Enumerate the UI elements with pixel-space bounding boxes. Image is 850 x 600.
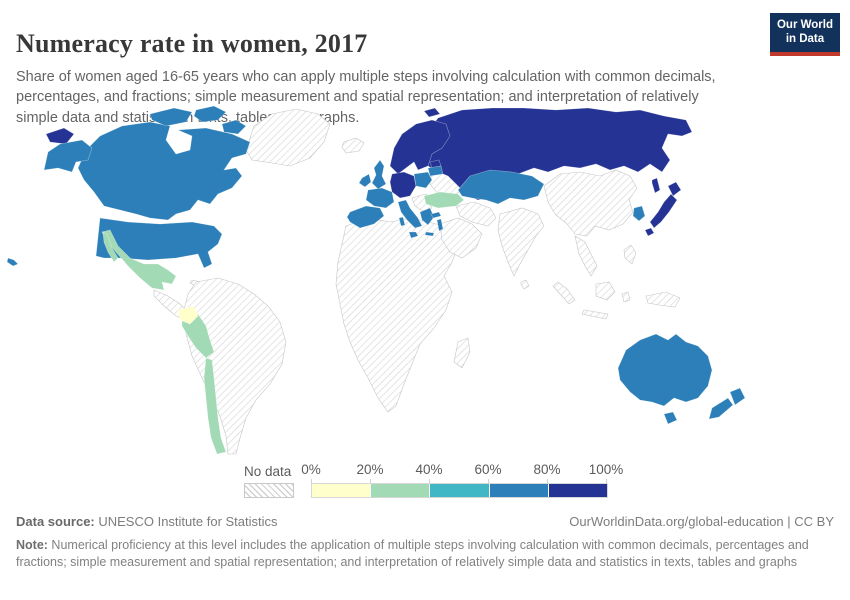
country-mexico[interactable]: [101, 229, 177, 291]
legend-no-data-swatch[interactable]: [244, 483, 294, 498]
country-italy-sardinia[interactable]: [398, 216, 406, 227]
country-norway-svalbard[interactable]: [423, 107, 441, 118]
country-south-korea[interactable]: [632, 205, 646, 222]
data-source-value: UNESCO Institute for Statistics: [94, 514, 278, 529]
legend-bin-0-20[interactable]: [312, 484, 372, 497]
country-usa-alaska[interactable]: [43, 139, 93, 173]
region-philippines[interactable]: [623, 244, 637, 265]
region-iceland[interactable]: [341, 137, 365, 154]
world-choropleth-map: [6, 106, 746, 455]
legend-tick-label-80: 80%: [533, 462, 561, 477]
legend-bin-60-80[interactable]: [489, 484, 549, 497]
country-ireland[interactable]: [358, 173, 372, 188]
country-japan-honshu[interactable]: [649, 193, 678, 229]
region-sumatra[interactable]: [552, 281, 576, 305]
country-new-zealand-north[interactable]: [729, 387, 746, 406]
rights-link[interactable]: OurWorldinData.org/global-education | CC…: [569, 514, 834, 529]
region-greenland[interactable]: [245, 108, 331, 167]
note-text: Numerical proficiency at this level incl…: [16, 538, 809, 570]
legend-bin-40-60[interactable]: [430, 484, 490, 497]
country-russia-sakhalin[interactable]: [651, 177, 661, 194]
country-italy-sicily[interactable]: [408, 231, 419, 239]
country-japan-kyushu[interactable]: [644, 227, 655, 237]
page-title: Numeracy rate in women, 2017: [16, 29, 368, 59]
country-scandinavia[interactable]: [389, 119, 451, 175]
legend-tick-label-40: 40%: [415, 462, 443, 477]
region-sulawesi[interactable]: [621, 291, 631, 303]
logo-line1: Our World: [776, 19, 833, 31]
legend-no-data-label: No data: [244, 464, 292, 479]
legend-tick-label-60: 60%: [474, 462, 502, 477]
country-chile[interactable]: [203, 357, 227, 455]
chart-note: Note: Numerical proficiency at this leve…: [16, 537, 834, 572]
region-china-mongolia[interactable]: [543, 169, 638, 237]
country-canada-arctic-islands-2[interactable]: [193, 106, 227, 123]
note-label: Note:: [16, 538, 48, 552]
country-canada-arctic-islands-3[interactable]: [221, 119, 247, 135]
legend-color-bar: [311, 483, 608, 498]
country-italy[interactable]: [397, 199, 423, 229]
owid-logo[interactable]: Our World in Data: [769, 13, 840, 56]
country-canada[interactable]: [77, 121, 251, 221]
region-middle-east[interactable]: [439, 217, 483, 259]
country-new-zealand-south[interactable]: [708, 397, 734, 420]
region-sri-lanka[interactable]: [520, 279, 530, 290]
country-israel[interactable]: [436, 218, 444, 232]
legend-tick-label-100: 100%: [588, 462, 624, 477]
country-peru[interactable]: [181, 313, 215, 359]
region-java[interactable]: [581, 309, 609, 320]
country-turkey[interactable]: [423, 191, 465, 209]
region-southeast-asia[interactable]: [574, 235, 598, 277]
legend-tick-label-20: 20%: [356, 462, 384, 477]
logo-line2: in Data: [785, 32, 825, 45]
country-ecuador[interactable]: [177, 305, 199, 325]
country-latvia-lithuania[interactable]: [427, 165, 444, 177]
map-legend: No data 0% 20% 40% 60% 80% 100%: [0, 460, 850, 502]
country-spain-portugal[interactable]: [346, 205, 385, 229]
country-kazakhstan[interactable]: [457, 169, 545, 205]
country-japan-hokkaido[interactable]: [667, 181, 682, 197]
region-africa[interactable]: [335, 217, 459, 413]
region-south-america[interactable]: [183, 277, 287, 455]
country-russia-chukotka[interactable]: [45, 127, 75, 145]
region-madagascar[interactable]: [453, 337, 471, 369]
legend-tick-label-0: 0%: [301, 462, 321, 477]
region-borneo[interactable]: [595, 281, 616, 301]
legend-bin-80-100[interactable]: [548, 484, 608, 497]
country-germany-block[interactable]: [389, 171, 417, 199]
legend-bin-20-40[interactable]: [371, 484, 431, 497]
region-iran[interactable]: [455, 201, 497, 227]
country-canada-arctic-islands-1[interactable]: [149, 107, 193, 127]
country-australia-tasmania[interactable]: [663, 411, 678, 425]
country-greece[interactable]: [419, 207, 435, 226]
country-mexico-baja[interactable]: [102, 231, 119, 263]
country-cyprus[interactable]: [430, 211, 442, 219]
country-greece-crete[interactable]: [424, 231, 435, 237]
chart-footer: Data source: UNESCO Institute for Statis…: [16, 514, 834, 572]
country-france[interactable]: [365, 187, 395, 209]
country-poland[interactable]: [413, 171, 433, 189]
country-australia[interactable]: [617, 333, 713, 407]
region-new-guinea[interactable]: [645, 291, 681, 308]
data-source: Data source: UNESCO Institute for Statis…: [16, 514, 278, 529]
data-source-label: Data source:: [16, 514, 95, 529]
country-uk[interactable]: [371, 159, 387, 190]
country-usa-hawaii[interactable]: [6, 257, 19, 267]
region-india[interactable]: [497, 207, 545, 277]
